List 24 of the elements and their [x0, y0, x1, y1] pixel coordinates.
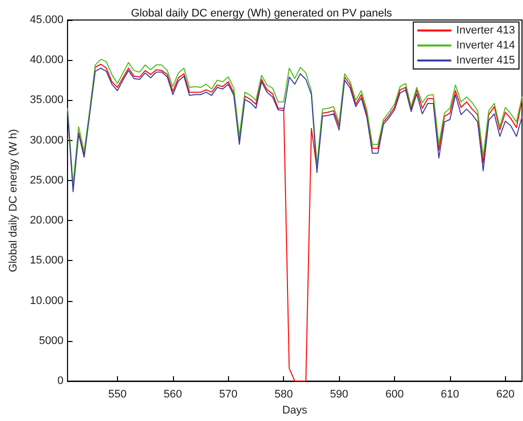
y-tick-label: 40.000: [30, 54, 64, 66]
legend-label: Inverter 413: [456, 24, 515, 36]
x-axis-title: Days: [282, 404, 308, 416]
y-tick-label: 10.000: [30, 294, 64, 307]
x-tick-label: 620: [496, 388, 515, 401]
legend-label: Inverter 415: [456, 54, 515, 66]
chart-title: Global daily DC energy (Wh) generated on PV panels: [130, 8, 393, 20]
x-tick-label: 570: [219, 388, 238, 401]
y-tick-label: 35.000: [30, 94, 64, 106]
x-tick-label: 550: [108, 388, 127, 401]
y-tick-label: 25.000: [30, 174, 64, 186]
x-tick-label: 610: [440, 388, 460, 401]
y-tick-label: 20.000: [30, 214, 64, 227]
y-tick-label: 5000: [39, 334, 64, 347]
x-tick-label: 580: [274, 388, 293, 401]
x-tick-label: 560: [164, 388, 182, 401]
x-tick-label: 600: [385, 388, 404, 401]
legend-label: Inverter 414: [456, 40, 515, 52]
y-tick-label: 30.000: [30, 134, 64, 146]
y-tick-label: 45.000: [30, 14, 64, 26]
y-tick-label: 0: [57, 375, 64, 388]
y-axis-title: Global daily DC energy (W h): [8, 129, 20, 272]
x-tick-label: 590: [330, 388, 348, 401]
y-tick-label: 15.000: [30, 254, 64, 267]
